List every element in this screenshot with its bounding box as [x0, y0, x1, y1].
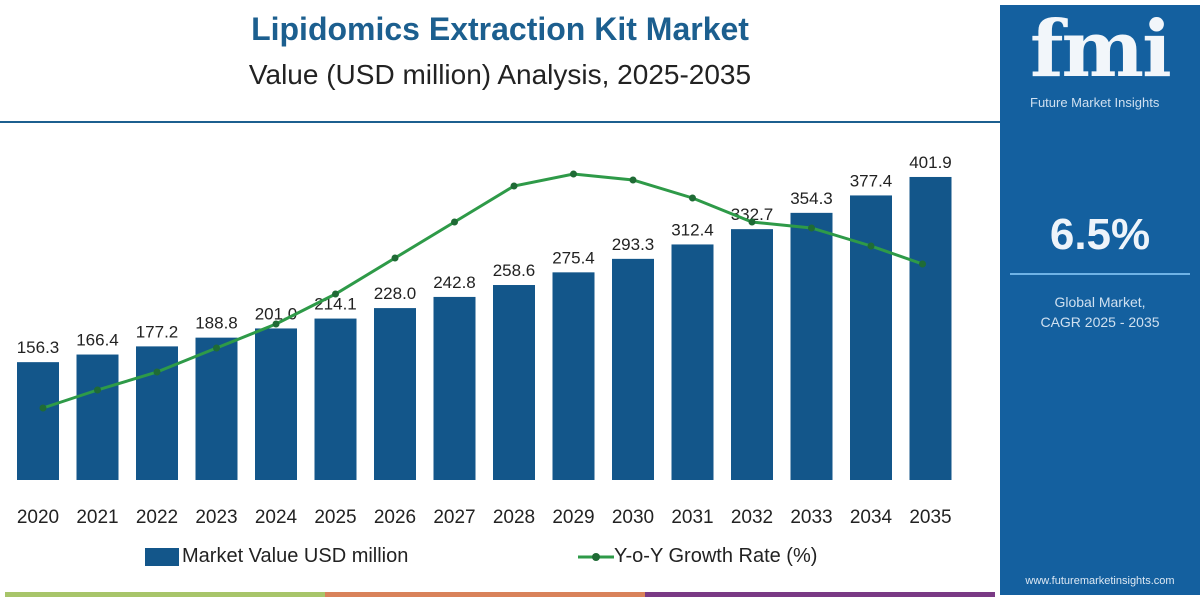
cagr-label-line1: Global Market, — [1054, 294, 1146, 310]
x-tick-label: 2020 — [17, 507, 59, 528]
stripe-purple — [645, 592, 995, 597]
growth-point — [867, 242, 875, 250]
growth-point — [689, 194, 696, 202]
panel-divider — [1010, 273, 1190, 275]
x-tick-label: 2035 — [909, 507, 951, 528]
x-tick-label: 2025 — [314, 507, 356, 528]
x-tick-label: 2032 — [731, 507, 773, 528]
bar — [671, 244, 714, 480]
x-tick-label: 2023 — [195, 507, 237, 528]
info-panel: fmi Future Market Insights 6.5% Global M… — [1000, 5, 1200, 595]
growth-point — [391, 254, 399, 262]
bar — [374, 308, 416, 480]
growth-point — [629, 176, 637, 184]
x-tick-label: 2031 — [671, 507, 713, 528]
bar — [433, 296, 476, 480]
legend-item-growth: Y-o-Y Growth Rate (%) — [578, 545, 817, 568]
x-tick-label: 2029 — [552, 507, 594, 528]
bar — [909, 176, 952, 480]
cagr-label-line2: CAGR 2025 - 2035 — [1040, 314, 1160, 330]
bar — [195, 337, 238, 480]
bar — [552, 272, 595, 480]
data-label: 177.2 — [136, 322, 179, 341]
legend-label: Market Value USD million — [182, 545, 409, 567]
growth-point — [451, 218, 458, 226]
cagr-value: 6.5% — [1049, 210, 1151, 259]
bar — [731, 229, 773, 480]
bar — [17, 362, 59, 480]
stripe-green — [5, 592, 325, 597]
chart-subtitle: Value (USD million) Analysis, 2025-2035 — [248, 59, 752, 90]
bar — [255, 328, 297, 480]
bar — [850, 195, 892, 480]
growth-point — [39, 404, 47, 412]
data-label: 275.4 — [552, 248, 595, 267]
data-label: 188.8 — [195, 314, 238, 333]
divider — [0, 121, 1000, 123]
x-tick-label: 2027 — [433, 507, 475, 528]
chart-plot: 156.32020166.42021177.22022188.82023201.… — [17, 153, 952, 528]
growth-line — [42, 172, 923, 410]
x-tick-label: 2033 — [790, 507, 832, 528]
website-link[interactable]: www.futuremarketinsights.com — [1025, 575, 1175, 587]
bar — [612, 258, 654, 480]
stripe-orange — [325, 592, 645, 597]
growth-point — [213, 344, 220, 352]
legend-item-market-value: Market Value USD million — [145, 545, 408, 568]
bar — [76, 354, 119, 480]
bar — [314, 318, 357, 480]
x-tick-label: 2028 — [493, 507, 535, 528]
data-label: 228.0 — [374, 284, 417, 303]
data-label: 242.8 — [433, 273, 476, 292]
growth-point — [748, 218, 756, 226]
data-label: 166.4 — [76, 331, 119, 350]
bar — [493, 285, 535, 480]
growth-point — [332, 290, 339, 298]
growth-point — [94, 386, 101, 394]
legend-label: Y-o-Y Growth Rate (%) — [614, 545, 818, 567]
growth-point — [510, 182, 518, 190]
fmi-logo: fmi — [1030, 4, 1172, 95]
growth-point — [808, 224, 815, 232]
growth-point — [153, 368, 161, 376]
legend-line-swatch — [578, 552, 614, 561]
growth-point — [570, 170, 577, 178]
x-tick-label: 2034 — [850, 507, 893, 528]
logo-subtitle: Future Market Insights — [1030, 95, 1160, 110]
x-tick-label: 2024 — [255, 507, 298, 528]
data-label: 258.6 — [493, 261, 536, 280]
data-label: 377.4 — [850, 171, 893, 190]
x-tick-label: 2030 — [612, 507, 654, 528]
data-label: 354.3 — [790, 189, 833, 208]
bar — [790, 212, 833, 481]
x-tick-label: 2022 — [136, 507, 178, 528]
x-tick-label: 2026 — [374, 507, 416, 528]
growth-point — [919, 260, 926, 268]
x-tick-label: 2021 — [76, 507, 118, 528]
data-label: 293.3 — [612, 235, 655, 254]
cagr-label: Global Market, CAGR 2025 - 2035 — [1000, 292, 1200, 332]
legend-bar-swatch — [145, 547, 179, 566]
growth-point — [272, 320, 280, 328]
data-label: 332.7 — [731, 205, 774, 224]
data-label: 156.3 — [17, 338, 60, 357]
data-label: 312.4 — [671, 220, 714, 239]
chart-title: Lipidomics Extraction Kit Market — [251, 11, 749, 47]
data-label: 401.9 — [909, 153, 952, 172]
